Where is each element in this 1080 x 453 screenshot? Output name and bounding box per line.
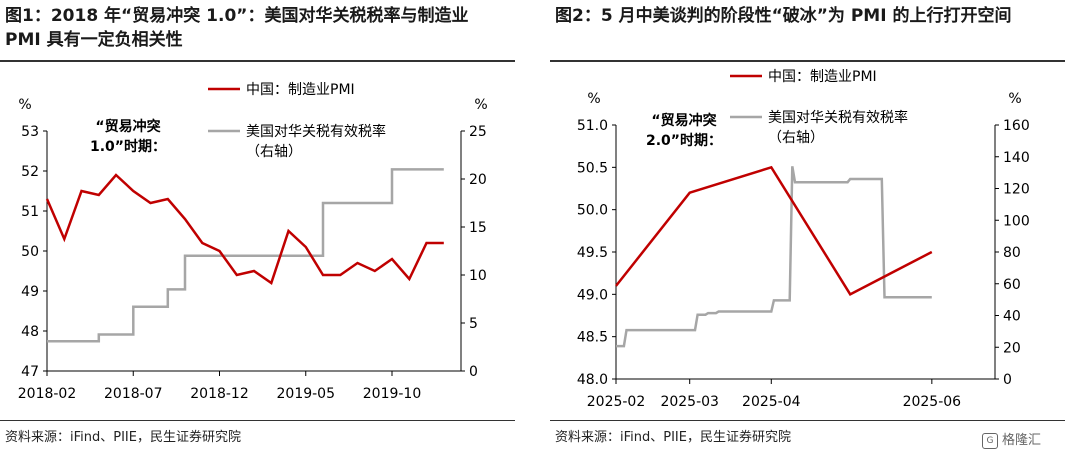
left-tick-label: 49.0 — [577, 287, 608, 303]
right-axis-unit: % — [1008, 91, 1021, 107]
figure-2-title: 图2：5 月中美谈判的阶段性“破冰”为 PMI 的上行打开空间 — [555, 6, 1012, 26]
figure-2: 图2：5 月中美谈判的阶段性“破冰”为 PMI 的上行打开空间 %% 48.0 48… — [550, 0, 1080, 453]
legend-label-pmi: 中国：制造业PMI — [246, 82, 355, 98]
period-annotation-line1: “贸易冲突 — [651, 112, 716, 129]
right-tick-label: 160 — [1003, 118, 1030, 134]
left-tick-label: 48 — [21, 324, 39, 340]
left-tick-label: 52 — [21, 164, 39, 180]
legend-label-pmi: 中国：制造业PMI — [768, 69, 877, 85]
right-tick-label: 20 — [1003, 340, 1021, 356]
right-tick-label: 5 — [469, 316, 478, 332]
right-tick-label: 25 — [469, 124, 487, 140]
left-tick-label: 50 — [21, 244, 39, 260]
left-tick-label: 49 — [21, 284, 39, 300]
left-tick-label: 48.5 — [577, 330, 608, 346]
figure-1: 图1：2018 年“贸易冲突 1.0”：美国对华关税税率与制造业 PMI 具有一… — [0, 0, 530, 453]
left-tick-label: 51 — [21, 204, 39, 220]
watermark: G 格隆汇 — [982, 429, 1041, 449]
legend-label-tariff: 美国对华关税有效税率 — [246, 123, 386, 140]
right-tick-label: 0 — [469, 364, 478, 380]
watermark-text: 格隆汇 — [1002, 433, 1042, 448]
series-line-pmi — [45, 173, 444, 285]
figure-1-source: 资料来源：iFind、PIIE，民生证券研究院 — [5, 430, 241, 445]
figure-2-source: 资料来源：iFind、PIIE，民生证券研究院 — [555, 430, 791, 445]
right-tick-label: 80 — [1003, 245, 1021, 261]
right-tick-label: 40 — [1003, 309, 1021, 325]
left-tick-label: 48.0 — [577, 372, 608, 388]
figure-1-bottom-rule — [0, 420, 515, 421]
left-tick-label: 50.0 — [577, 203, 608, 219]
legend-label-tariff: 美国对华关税有效税率 — [768, 109, 908, 126]
period-annotation-line2: 2.0”时期： — [646, 132, 722, 149]
figure-2-top-rule — [550, 60, 1065, 62]
right-axis-unit: % — [474, 97, 487, 113]
right-tick-label: 60 — [1003, 277, 1021, 293]
x-tick-label: 2025-04 — [742, 394, 801, 410]
legend-label-tariff-axis: （右轴） — [246, 144, 302, 160]
left-tick-label: 49.5 — [577, 245, 608, 261]
legend-label-tariff-axis: （右轴） — [768, 130, 824, 146]
figure-1-title: 图1：2018 年“贸易冲突 1.0”：美国对华关税税率与制造业 PMI 具有一… — [5, 6, 469, 50]
left-axis-unit: % — [587, 91, 600, 107]
right-tick-label: 10 — [469, 268, 487, 284]
right-tick-label: 20 — [469, 172, 487, 188]
x-tick-label: 2018-12 — [190, 386, 249, 402]
figure-2-chart: % % 48.0 48.5 49.0 49.5 50.0 50.5 51.0 0 20 40 60 80 1… — [577, 69, 1030, 410]
figure-2-bottom-rule — [550, 420, 1065, 421]
series-line-pmi — [615, 165, 933, 296]
x-tick-label: 2019-10 — [363, 386, 422, 402]
period-annotation-line1: “贸易冲突 — [95, 118, 160, 135]
left-tick-label: 53 — [21, 124, 39, 140]
x-tick-label: 2018-02 — [18, 386, 77, 402]
figure-1-chart: % % 47 48 49 50 51 52 53 0 5 10 15 20 25 “贸易冲突 1.0”时期： 中国… — [18, 82, 488, 402]
x-tick-label: 2025-02 — [587, 394, 646, 410]
left-tick-label: 51.0 — [577, 118, 608, 134]
series-line-tariff — [616, 166, 932, 348]
left-axis-unit: % — [18, 97, 31, 113]
right-tick-label: 15 — [469, 220, 487, 236]
right-tick-label: 100 — [1003, 213, 1030, 229]
right-tick-label: 140 — [1003, 150, 1030, 166]
series-line-tariff — [47, 168, 444, 343]
right-tick-label: 120 — [1003, 182, 1030, 198]
right-tick-label: 0 — [1003, 372, 1012, 388]
x-tick-label: 2025-03 — [660, 394, 719, 410]
figure-1-top-rule — [0, 60, 515, 62]
watermark-logo-icon: G — [982, 432, 998, 449]
x-tick-label: 2019-05 — [277, 386, 336, 402]
left-tick-label: 47 — [21, 364, 39, 380]
left-tick-label: 50.5 — [577, 160, 608, 176]
period-annotation-line2: 1.0”时期： — [90, 138, 166, 155]
x-tick-label: 2025-06 — [903, 394, 962, 410]
x-tick-label: 2018-07 — [104, 386, 163, 402]
